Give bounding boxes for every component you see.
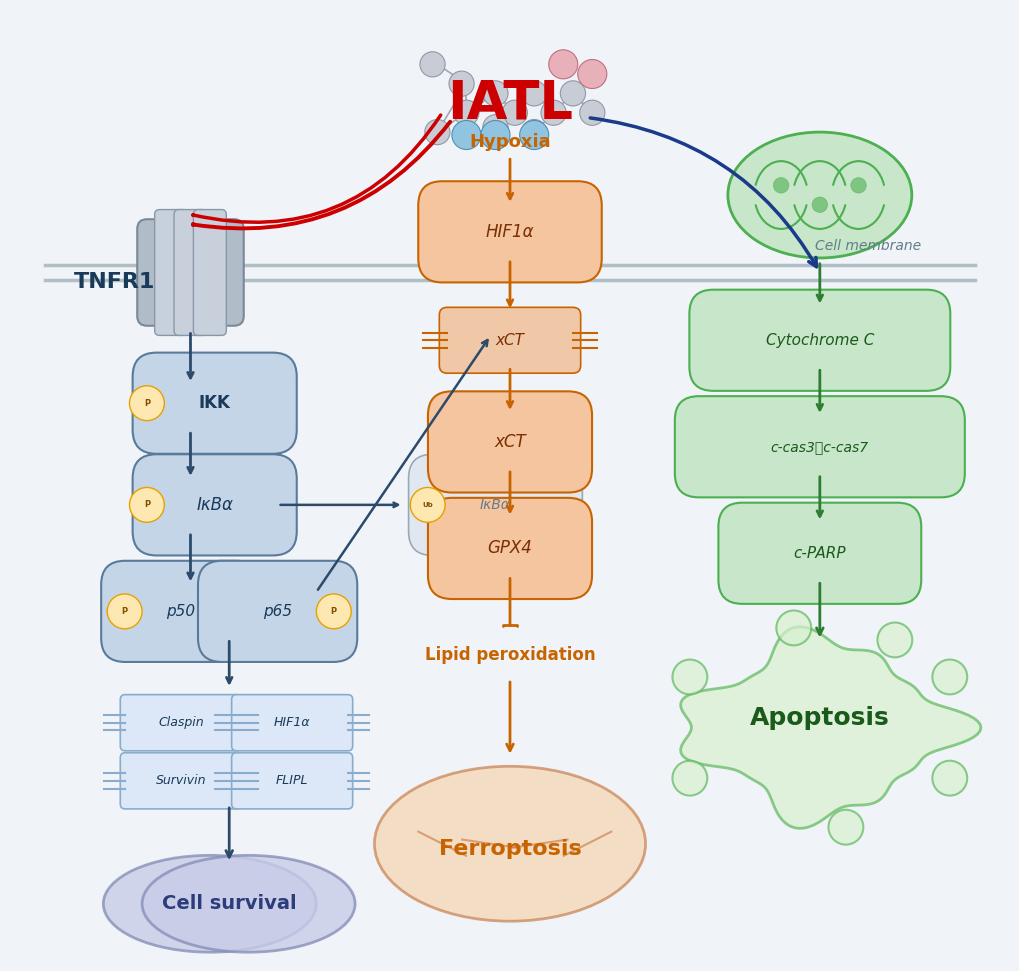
FancyBboxPatch shape (717, 503, 920, 604)
Circle shape (772, 178, 788, 193)
Circle shape (129, 487, 164, 522)
FancyBboxPatch shape (138, 219, 244, 325)
Circle shape (420, 51, 444, 77)
Circle shape (481, 120, 510, 150)
FancyBboxPatch shape (155, 210, 187, 335)
FancyBboxPatch shape (439, 308, 580, 373)
Text: Survivin: Survivin (156, 774, 206, 787)
Ellipse shape (142, 855, 355, 953)
Circle shape (482, 115, 507, 140)
Circle shape (931, 659, 966, 694)
Text: Ferroptosis: Ferroptosis (438, 839, 581, 858)
Circle shape (410, 487, 444, 522)
Text: Cell survival: Cell survival (162, 894, 297, 914)
Text: P: P (144, 500, 150, 510)
FancyBboxPatch shape (120, 694, 242, 751)
Circle shape (521, 119, 546, 145)
Text: IATL: IATL (446, 77, 573, 129)
Circle shape (316, 594, 351, 629)
Text: p65: p65 (263, 604, 291, 619)
Text: P: P (144, 399, 150, 408)
Circle shape (540, 100, 566, 125)
Circle shape (931, 760, 966, 795)
Text: Cell membrane: Cell membrane (814, 239, 920, 253)
Circle shape (850, 178, 865, 193)
Text: p50: p50 (166, 604, 196, 619)
FancyBboxPatch shape (132, 454, 297, 555)
Circle shape (548, 50, 577, 79)
Circle shape (521, 81, 546, 106)
Circle shape (453, 100, 479, 125)
Circle shape (827, 810, 862, 845)
FancyBboxPatch shape (132, 352, 297, 453)
Circle shape (579, 100, 604, 125)
Text: HIF1α: HIF1α (273, 717, 310, 729)
Circle shape (107, 594, 142, 629)
FancyBboxPatch shape (428, 498, 591, 599)
Text: TNFR1: TNFR1 (74, 272, 156, 292)
Circle shape (482, 81, 507, 106)
Text: Lipid peroxidation: Lipid peroxidation (424, 646, 595, 664)
Circle shape (775, 611, 810, 646)
FancyBboxPatch shape (231, 694, 353, 751)
FancyBboxPatch shape (418, 182, 601, 283)
FancyBboxPatch shape (675, 396, 964, 497)
FancyBboxPatch shape (101, 561, 260, 662)
Circle shape (672, 760, 706, 795)
Text: Cytochrome C: Cytochrome C (765, 333, 873, 348)
Circle shape (424, 119, 449, 145)
FancyBboxPatch shape (174, 210, 207, 335)
FancyArrowPatch shape (193, 115, 440, 222)
Circle shape (672, 659, 706, 694)
Polygon shape (680, 626, 980, 828)
Text: xCT: xCT (493, 433, 526, 451)
Circle shape (501, 100, 527, 125)
FancyBboxPatch shape (428, 391, 591, 492)
Circle shape (577, 59, 606, 88)
Text: xCT: xCT (495, 333, 524, 348)
Text: Hypoxia: Hypoxia (469, 133, 550, 151)
Circle shape (811, 197, 826, 213)
Text: HIF1α: HIF1α (485, 222, 534, 241)
Text: P: P (121, 607, 127, 616)
Circle shape (448, 71, 474, 96)
FancyBboxPatch shape (409, 454, 582, 555)
Circle shape (451, 120, 481, 150)
Text: FLIPL: FLIPL (275, 774, 308, 787)
Text: IκBα: IκBα (480, 498, 511, 512)
Text: Ub: Ub (422, 502, 433, 508)
Circle shape (876, 622, 911, 657)
Ellipse shape (728, 132, 911, 258)
Ellipse shape (374, 766, 645, 921)
Text: IκBα: IκBα (196, 496, 233, 514)
Circle shape (519, 120, 548, 150)
Text: IKK: IKK (199, 394, 230, 413)
FancyBboxPatch shape (198, 561, 357, 662)
FancyBboxPatch shape (194, 210, 226, 335)
Circle shape (559, 81, 585, 106)
FancyArrowPatch shape (193, 121, 449, 228)
FancyArrowPatch shape (590, 117, 815, 267)
Text: GPX4: GPX4 (487, 540, 532, 557)
FancyBboxPatch shape (231, 753, 353, 809)
Text: Claspin: Claspin (158, 717, 204, 729)
Text: P: P (330, 607, 336, 616)
FancyBboxPatch shape (120, 753, 242, 809)
Text: c-cas3、c-cas7: c-cas3、c-cas7 (770, 440, 868, 453)
Text: c-PARP: c-PARP (793, 546, 846, 561)
Text: Apoptosis: Apoptosis (749, 706, 889, 730)
Circle shape (129, 385, 164, 420)
Ellipse shape (103, 855, 316, 953)
FancyBboxPatch shape (689, 289, 950, 391)
